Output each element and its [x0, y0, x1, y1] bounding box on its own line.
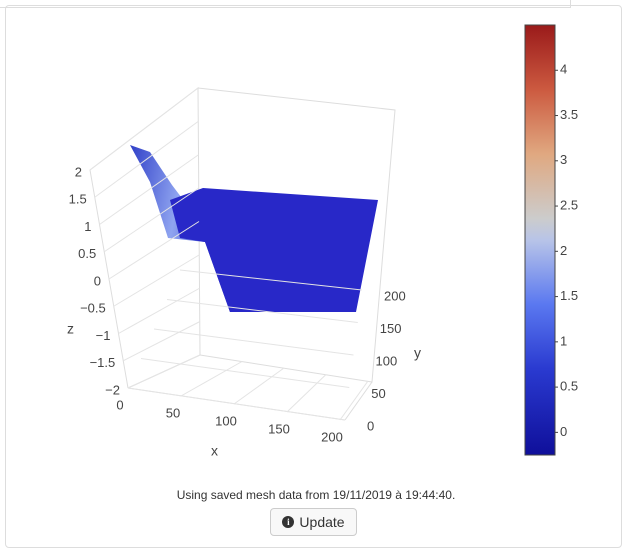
- z-grid-line: [89, 87, 199, 171]
- z-tick-label: 0.5: [78, 246, 96, 261]
- colorbar-tick-label: 1.5: [560, 288, 578, 303]
- colorbar: [524, 24, 556, 456]
- z-tick-label: −1: [96, 328, 111, 343]
- x-tick-label: 150: [268, 421, 290, 436]
- colorbar-tick-label: 2.5: [560, 197, 578, 212]
- z-grid-line: [94, 120, 199, 198]
- info-icon: i: [282, 516, 295, 528]
- x-grid-line: [127, 354, 201, 389]
- y-grid-line: [153, 328, 354, 356]
- y-tick-label: 150: [380, 321, 402, 336]
- y-tick-label: 0: [367, 418, 374, 433]
- x-axis-title: x: [211, 443, 218, 459]
- y-grid-line: [166, 299, 358, 323]
- y-tick-label: 100: [376, 353, 398, 368]
- y-axis-title: y: [414, 345, 421, 361]
- z-tick-label: 1: [84, 219, 91, 234]
- z-grid-line: [103, 187, 200, 253]
- colorbar-tick-label: 4: [560, 62, 567, 77]
- colorbar-tick-label: 3.5: [560, 107, 578, 122]
- z-tick-label: 1.5: [69, 192, 87, 207]
- x-grid-line: [339, 380, 369, 421]
- x-grid-line: [286, 374, 327, 413]
- colorbar-tick-label: 0: [560, 424, 567, 439]
- y-tick-label: 200: [384, 288, 406, 303]
- x-tick-label: 50: [166, 405, 180, 420]
- z-tick-label: 2: [75, 164, 82, 179]
- colorbar-tick-label: 0.5: [560, 379, 578, 394]
- z-grid-line: [118, 287, 200, 334]
- z-grid-line: [123, 321, 200, 362]
- button-label: Update: [299, 514, 345, 530]
- x-tick-label: 100: [215, 413, 237, 428]
- x-tick-label: 0: [116, 397, 123, 412]
- plot: x y z −2−1.5−1−0.500.511.520501001502000…: [67, 24, 578, 459]
- x-grid-line: [180, 361, 243, 397]
- panel: [5, 5, 622, 548]
- z-tick-label: −1.5: [90, 355, 116, 370]
- z-axis-title: z: [67, 321, 74, 337]
- z-tick-label: 0: [94, 273, 101, 288]
- caption: Using saved mesh data from 19/11/2019 à …: [176, 488, 456, 502]
- y-grid-line: [140, 358, 350, 388]
- update-button[interactable]: i Update: [270, 508, 357, 536]
- y-grid-line: [127, 387, 346, 421]
- y-grid-line: [179, 269, 363, 291]
- z-grid-line: [108, 221, 200, 280]
- y-tick-label: 50: [371, 386, 385, 401]
- surface-plane: [170, 188, 378, 312]
- colorbar-tick-label: 1: [560, 333, 567, 348]
- z-grid-line: [113, 254, 200, 307]
- z-tick-label: −2: [105, 382, 120, 397]
- x-grid-line: [233, 367, 285, 405]
- colorbar-tick-label: 3: [560, 152, 567, 167]
- z-grid-line: [99, 154, 199, 225]
- top-bar: [0, 0, 571, 8]
- x-tick-label: 200: [321, 429, 343, 444]
- z-tick-label: −0.5: [80, 301, 106, 316]
- colorbar-tick-label: 2: [560, 243, 567, 258]
